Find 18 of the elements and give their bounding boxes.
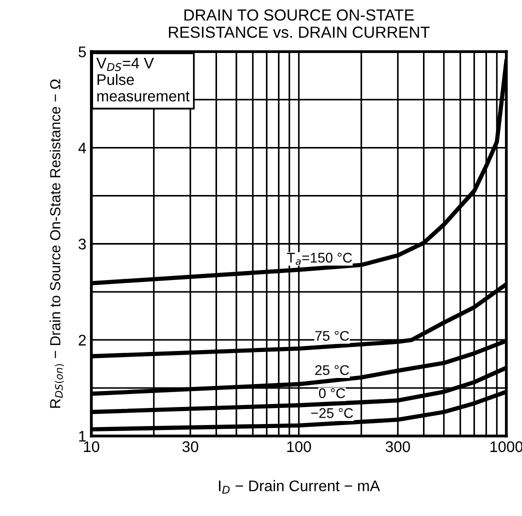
series-label: T$_{a}$=150 °C: [287, 252, 352, 265]
series-label: 0 °C: [319, 388, 346, 398]
x-tick-label: 300: [386, 441, 410, 452]
series-label: 75 °C: [315, 330, 349, 341]
series-label: −25 °C: [311, 408, 354, 418]
y-tick-label: 1: [79, 431, 86, 442]
x-tick-label: 30: [182, 441, 198, 452]
y-tick-label: 3: [78, 238, 86, 250]
chart-title: DRAIN TO SOURCE ON-STATE RESISTANCE vs. DRAIN CURRENT: [168, 9, 430, 38]
x-tick-label: 100: [287, 441, 311, 452]
x-axis-title: I$_{D}$ − Drain Current − mA: [218, 480, 380, 494]
y-tick-label: 2: [78, 334, 86, 346]
y-tick-label: 5: [78, 46, 86, 58]
x-tick-label: 10: [84, 441, 100, 452]
annotation: V$_{DS}$=4 V Pulse measurement: [96, 58, 190, 102]
y-tick-label: 4: [78, 142, 86, 154]
series-label: 25 °C: [315, 365, 349, 376]
y-axis-title: R$_{DS(on)}$ − Drain to Source On-State Resistance − Ω: [50, 79, 64, 408]
